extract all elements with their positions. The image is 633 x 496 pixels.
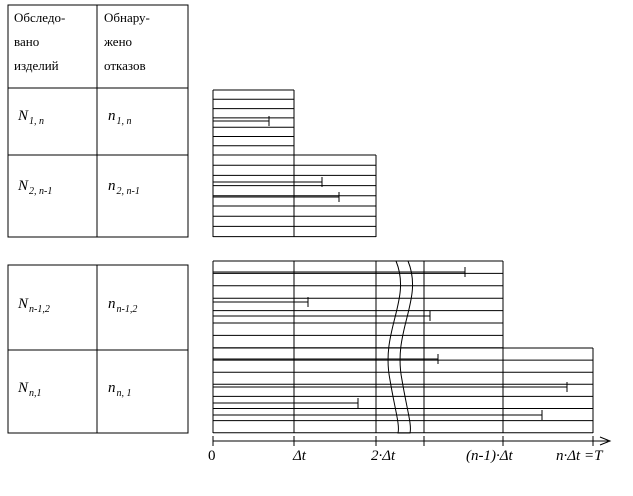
subscript: n-1,2 (117, 304, 138, 315)
subscript: 1, n (29, 116, 44, 127)
axis-label: n·Δt =T (556, 448, 604, 464)
symbol: N (17, 108, 29, 124)
cell-text: Nn-1,2 (17, 296, 50, 315)
symbol: n (108, 178, 116, 194)
table-top (7, 4, 189, 238)
break (387, 260, 413, 434)
cell-text: nn-1,2 (108, 296, 137, 315)
axis-label: 0 (208, 448, 216, 464)
table-bottom (7, 264, 189, 434)
symbol: n (108, 380, 116, 396)
symbol: N (17, 178, 29, 194)
cell-text: Nn,1 (17, 380, 42, 399)
subscript: 1, n (117, 116, 132, 127)
subscript: n-1,2 (29, 304, 50, 315)
symbol: N (17, 380, 29, 396)
axis-label: 2·Δt (371, 448, 396, 464)
subscript: 2, n-1 (117, 186, 140, 197)
subscript: 2, n-1 (29, 186, 52, 197)
cell-text: n1, n (108, 108, 132, 127)
subscript: n, 1 (117, 388, 132, 399)
header-text: вано (14, 34, 39, 49)
header-text: жено (103, 34, 132, 49)
cell-text: nn, 1 (108, 380, 132, 399)
cell-text: n2, n-1 (108, 178, 140, 197)
axis-label: Δt (292, 448, 307, 464)
symbol: n (108, 108, 116, 124)
time-axis (213, 436, 612, 446)
header-text: Обнару- (104, 10, 150, 25)
cell-text: N1, n (17, 108, 44, 127)
test-timeline (212, 89, 594, 446)
header-text: отказов (104, 58, 146, 73)
axis-label: (n-1)·Δt (466, 448, 514, 464)
header-text: изделий (14, 58, 59, 73)
header-text: Обследо- (14, 10, 65, 25)
cell-text: N2, n-1 (17, 178, 52, 197)
subscript: n,1 (29, 388, 42, 399)
symbol: N (17, 296, 29, 312)
symbol: n (108, 296, 116, 312)
